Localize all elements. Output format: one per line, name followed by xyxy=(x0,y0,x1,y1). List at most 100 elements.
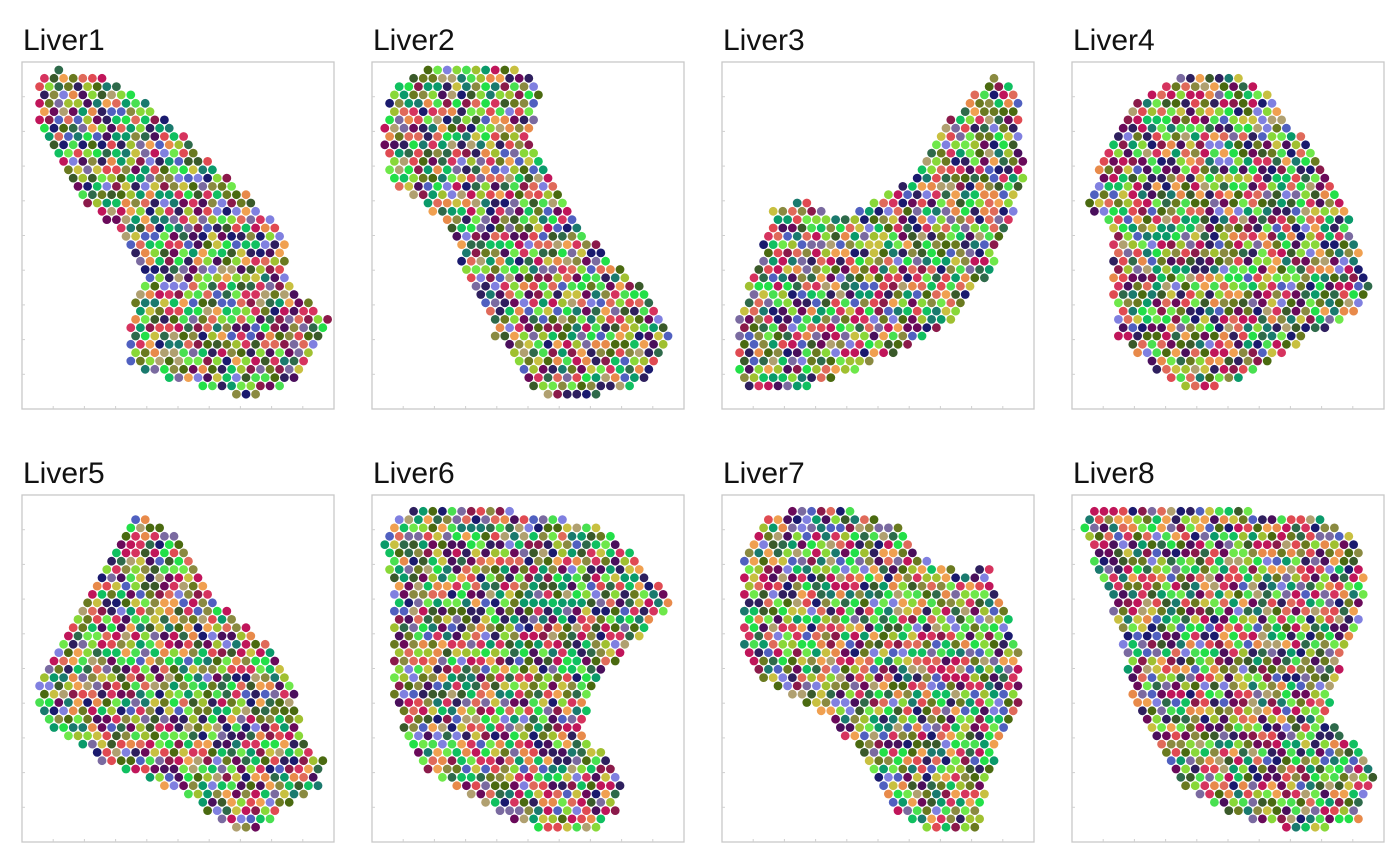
spot xyxy=(1004,681,1013,691)
spot xyxy=(936,148,946,158)
spot xyxy=(884,639,893,649)
spot xyxy=(495,540,505,549)
spot xyxy=(562,556,572,566)
spot xyxy=(438,639,447,649)
spot xyxy=(150,265,160,274)
spot xyxy=(586,381,596,391)
spot xyxy=(265,215,275,225)
spot xyxy=(845,639,855,649)
spot xyxy=(1118,206,1128,216)
spot xyxy=(1229,231,1238,241)
spot xyxy=(956,615,965,624)
spot xyxy=(462,98,471,108)
spot xyxy=(634,581,644,591)
spot xyxy=(912,772,922,782)
spot xyxy=(577,581,586,591)
spot xyxy=(783,548,792,558)
spot xyxy=(179,315,189,324)
spot xyxy=(265,814,275,824)
spot xyxy=(1118,123,1128,133)
spot xyxy=(486,73,495,83)
spot xyxy=(884,223,893,233)
spot xyxy=(116,689,126,699)
spot xyxy=(246,215,256,225)
spot xyxy=(78,739,88,749)
spot xyxy=(754,664,764,674)
spot xyxy=(558,548,567,558)
spot xyxy=(164,606,174,616)
spot xyxy=(567,781,577,791)
spot xyxy=(548,714,558,724)
spot xyxy=(64,631,73,641)
spot xyxy=(428,123,438,133)
spot xyxy=(179,764,189,774)
spot xyxy=(821,531,831,541)
spot xyxy=(217,348,227,358)
spot xyxy=(299,306,308,316)
spot xyxy=(888,631,898,641)
spot xyxy=(1272,206,1282,216)
spot xyxy=(855,639,864,649)
spot xyxy=(97,140,107,150)
spot xyxy=(155,689,165,699)
spot xyxy=(54,132,64,141)
spot xyxy=(510,132,519,141)
spot xyxy=(1210,281,1219,291)
spot xyxy=(850,281,860,291)
spot xyxy=(83,132,92,141)
spot xyxy=(970,90,980,100)
spot xyxy=(260,339,270,349)
spot xyxy=(1243,173,1253,183)
spot xyxy=(1186,107,1195,116)
spot xyxy=(754,531,764,541)
spot xyxy=(294,748,304,757)
spot xyxy=(193,323,203,333)
spot xyxy=(112,615,121,624)
spot xyxy=(956,764,965,774)
spot xyxy=(884,789,893,799)
spot xyxy=(457,590,466,599)
spot xyxy=(840,548,850,558)
spot xyxy=(888,198,898,208)
panel-title: Liver7 xyxy=(723,457,805,490)
spot xyxy=(1133,248,1142,258)
spot xyxy=(423,98,433,108)
spot xyxy=(615,315,625,324)
spot xyxy=(481,198,490,208)
spot xyxy=(64,681,73,691)
spot xyxy=(960,723,970,732)
spot xyxy=(222,639,232,649)
spot xyxy=(500,98,510,108)
spot xyxy=(442,531,452,541)
spot xyxy=(1157,173,1166,183)
spot xyxy=(418,656,428,666)
spot xyxy=(1104,182,1114,191)
spot xyxy=(936,132,946,141)
spot xyxy=(486,256,495,266)
spot xyxy=(754,281,764,291)
spot xyxy=(941,206,951,216)
spot xyxy=(1258,132,1267,141)
spot xyxy=(836,356,845,366)
spot xyxy=(212,306,222,316)
spot xyxy=(606,281,615,291)
spot xyxy=(1224,373,1234,382)
spot xyxy=(759,306,768,316)
spot xyxy=(1296,165,1306,175)
spot xyxy=(1262,223,1272,233)
spot xyxy=(548,664,558,674)
spot xyxy=(797,590,807,599)
spot xyxy=(476,173,486,183)
spot xyxy=(840,664,850,674)
spot xyxy=(222,240,232,250)
spot xyxy=(323,315,332,324)
spot xyxy=(1186,223,1195,233)
spot xyxy=(975,631,984,641)
spot xyxy=(740,639,749,649)
spot xyxy=(232,723,241,732)
spot xyxy=(409,573,418,583)
spot xyxy=(1210,348,1219,358)
spot xyxy=(850,548,860,558)
spot xyxy=(251,373,260,382)
spot xyxy=(1214,173,1224,183)
